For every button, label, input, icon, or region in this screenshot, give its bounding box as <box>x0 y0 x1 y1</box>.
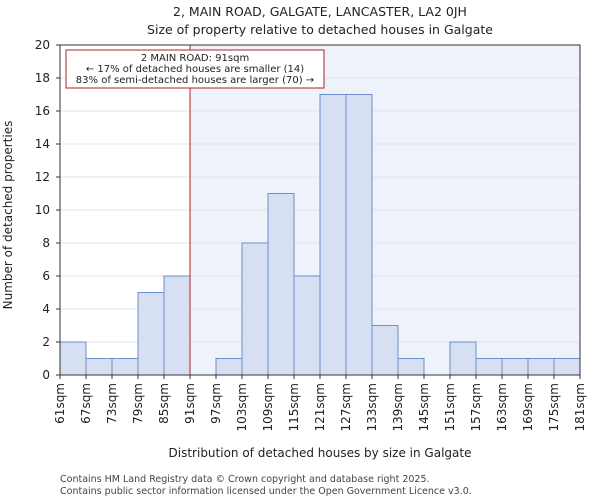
x-tick-label: 157sqm <box>469 383 483 431</box>
x-tick-label: 169sqm <box>521 383 535 431</box>
histogram-bar <box>241 242 269 376</box>
histogram-bar <box>59 341 87 376</box>
histogram-bar <box>527 358 555 376</box>
plot-frame <box>59 44 581 376</box>
x-tick-label: 145sqm <box>417 383 431 431</box>
y-tick-label: 8 <box>42 236 50 250</box>
footer-line-2: Contains public sector information licen… <box>60 486 472 497</box>
x-tick-label: 127sqm <box>339 383 353 431</box>
y-tick-label: 14 <box>35 137 50 151</box>
chart-title: 2, MAIN ROAD, GALGATE, LANCASTER, LA2 0J… <box>173 4 467 19</box>
histogram-bar <box>371 325 399 376</box>
histogram-bar <box>449 341 477 376</box>
histogram-bar <box>137 292 165 376</box>
y-tick-label: 10 <box>35 203 50 217</box>
histogram-bar <box>319 94 347 376</box>
annotation-box: 2 MAIN ROAD: 91sqm ← 17% of detached hou… <box>65 49 325 89</box>
y-tick-label: 2 <box>42 335 50 349</box>
x-tick-label: 79sqm <box>131 383 145 424</box>
y-tick-label: 20 <box>35 38 50 52</box>
histogram-bar <box>397 358 425 376</box>
histogram-bar <box>475 358 503 376</box>
x-tick-label: 151sqm <box>443 383 457 431</box>
histogram-bar <box>267 193 295 376</box>
x-tick-label: 73sqm <box>105 383 119 424</box>
x-tick-label: 115sqm <box>287 383 301 431</box>
histogram-bar <box>553 358 581 376</box>
x-tick-label: 85sqm <box>157 383 171 424</box>
annotation-line-2: ← 17% of detached houses are smaller (14… <box>86 64 304 75</box>
annotation-line-1: 2 MAIN ROAD: 91sqm <box>141 53 249 64</box>
x-tick-label: 61sqm <box>53 383 67 424</box>
histogram-bar <box>293 275 321 376</box>
x-tick-label: 181sqm <box>573 383 587 431</box>
x-tick-label: 91sqm <box>183 383 197 424</box>
histogram-bar <box>215 358 243 376</box>
histogram-bar <box>345 94 373 376</box>
x-tick-label: 97sqm <box>209 383 223 424</box>
x-tick-label: 109sqm <box>261 383 275 431</box>
x-tick-label: 133sqm <box>365 383 379 431</box>
y-tick-label: 18 <box>35 71 50 85</box>
x-tick-label: 67sqm <box>79 383 93 424</box>
histogram-bar <box>85 358 113 376</box>
annotation-line-3: 83% of semi-detached houses are larger (… <box>76 75 314 86</box>
y-tick-label: 16 <box>35 104 50 118</box>
y-tick-label: 6 <box>42 269 50 283</box>
y-tick-label: 12 <box>35 170 50 184</box>
x-tick-label: 175sqm <box>547 383 561 431</box>
x-axis-label: Distribution of detached houses by size … <box>169 446 472 460</box>
histogram-bar <box>111 358 139 376</box>
annotation-rect <box>65 49 325 89</box>
y-tick-label: 0 <box>42 368 50 382</box>
y-axis-label: Number of detached properties <box>1 121 15 310</box>
histogram-bar <box>501 358 529 376</box>
histogram-bar <box>163 275 191 376</box>
y-tick-label: 4 <box>42 302 50 316</box>
footer-line-1: Contains HM Land Registry data © Crown c… <box>60 474 430 485</box>
x-tick-label: 121sqm <box>313 383 327 431</box>
x-tick-label: 139sqm <box>391 383 405 431</box>
chart-subtitle: Size of property relative to detached ho… <box>147 22 493 37</box>
x-tick-label: 103sqm <box>235 383 249 431</box>
x-tick-label: 163sqm <box>495 383 509 431</box>
